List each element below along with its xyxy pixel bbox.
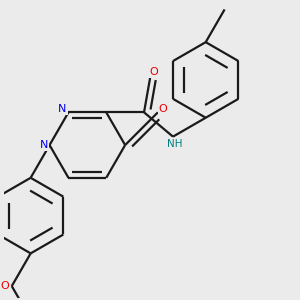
Text: O: O — [0, 281, 9, 291]
Text: N: N — [40, 140, 48, 150]
Text: O: O — [158, 104, 167, 114]
Text: O: O — [149, 67, 158, 77]
Text: N: N — [58, 104, 67, 114]
Text: NH: NH — [167, 139, 182, 149]
